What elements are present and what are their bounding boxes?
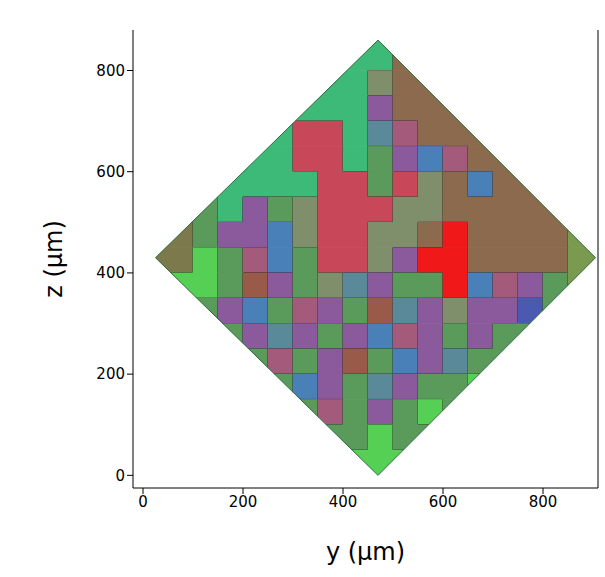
svg-text:600: 600 [429, 493, 458, 511]
svg-text:400: 400 [329, 493, 358, 511]
svg-text:600: 600 [96, 163, 125, 181]
svg-text:200: 200 [96, 365, 125, 383]
svg-text:800: 800 [529, 493, 558, 511]
svg-text:800: 800 [96, 62, 125, 80]
svg-text:z (µm): z (µm) [40, 220, 68, 298]
svg-text:400: 400 [96, 264, 125, 282]
svg-text:0: 0 [115, 467, 125, 485]
svg-text:0: 0 [138, 493, 148, 511]
svg-text:200: 200 [229, 493, 258, 511]
svg-text:y (µm): y (µm) [326, 538, 405, 566]
